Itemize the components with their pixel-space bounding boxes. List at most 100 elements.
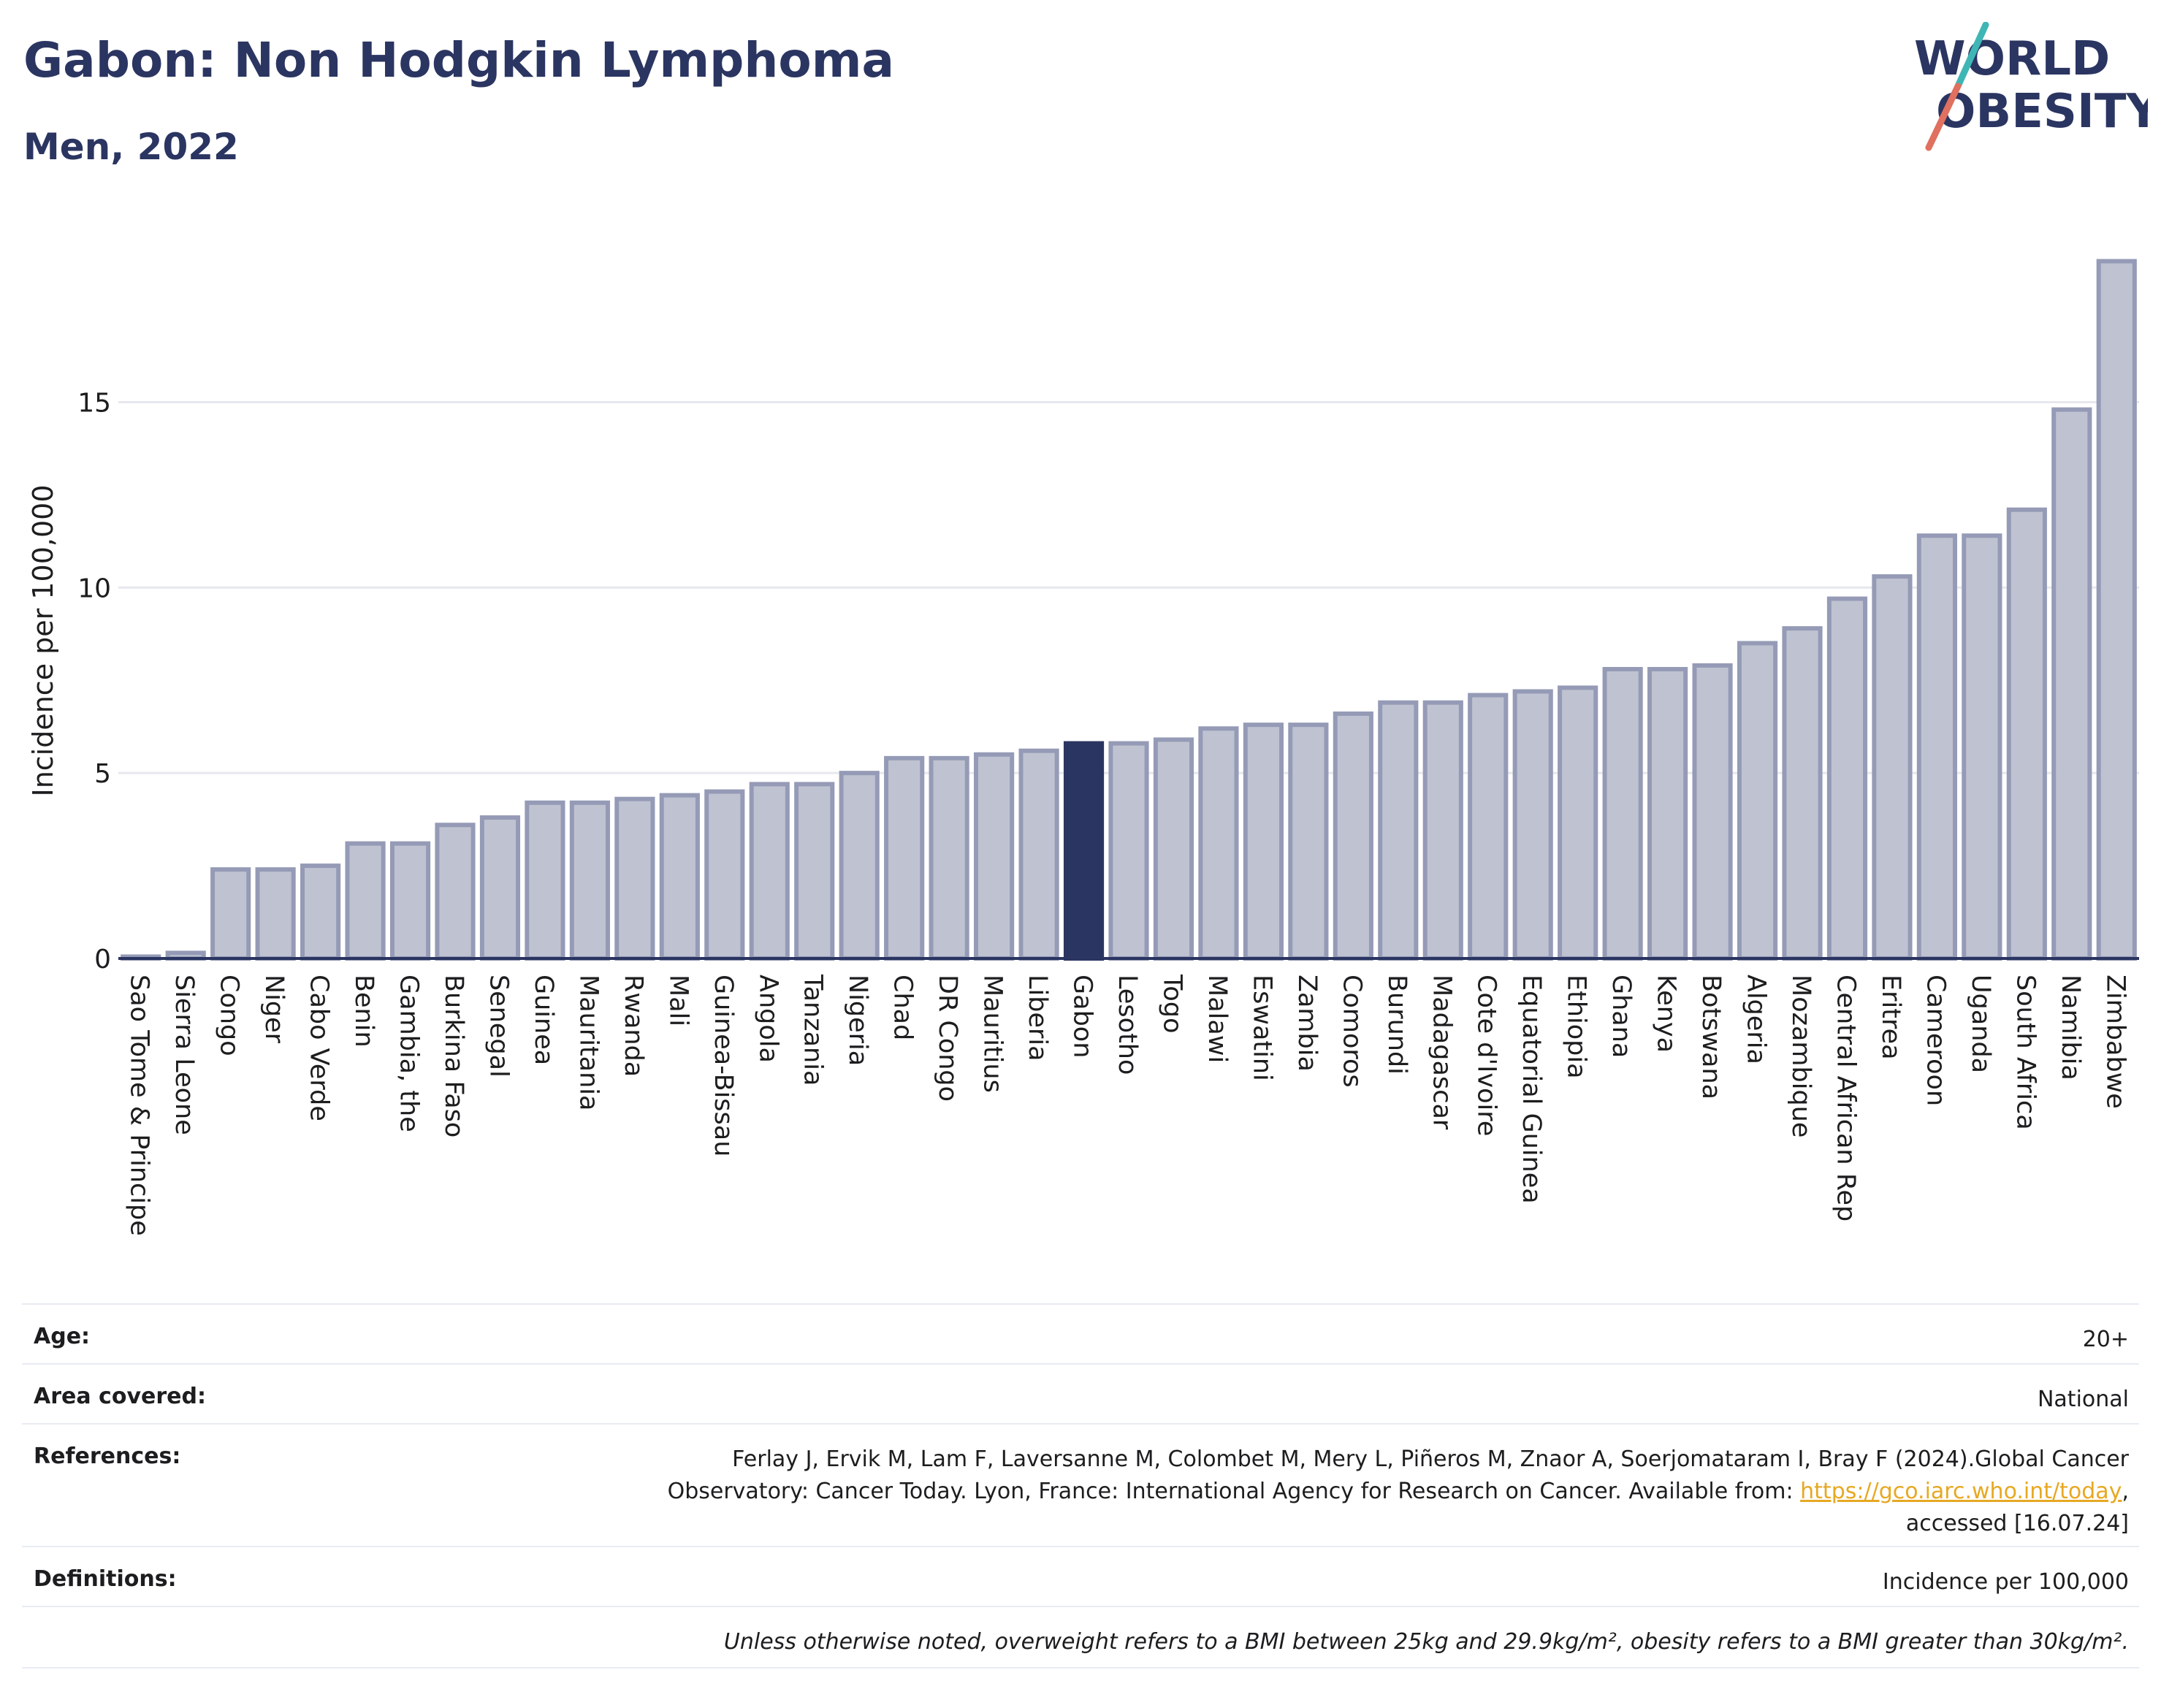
bar-central-african-rep xyxy=(1826,596,1868,961)
bar-eswatini xyxy=(1243,723,1284,961)
x-tick-label: Burkina Faso xyxy=(439,975,468,1137)
bar-mauritius xyxy=(974,752,1015,961)
y-tick-label: 10 xyxy=(77,573,111,603)
x-tick-label: Mauritania xyxy=(573,975,603,1110)
meta-row-note: Unless otherwise noted, overweight refer… xyxy=(22,1606,2139,1669)
x-tick-label: Equatorial Guinea xyxy=(1517,975,1546,1204)
x-tick-label: Guinea-Bissau xyxy=(709,975,738,1156)
reference-link[interactable]: https://gco.iarc.who.int/today xyxy=(1800,1479,2122,1504)
x-tick-label: Ghana xyxy=(1607,975,1636,1058)
x-tick-label: Namibia xyxy=(2056,975,2085,1080)
bar-congo xyxy=(210,867,251,961)
x-tick-label: Sao Tome & Principe xyxy=(125,975,154,1236)
bar-malawi xyxy=(1198,726,1239,961)
age-value: 20+ xyxy=(2082,1327,2129,1352)
x-tick-label: Rwanda xyxy=(619,975,648,1077)
x-axis-labels: Sao Tome & Principe Sierra Leone Congo Nige… xyxy=(125,974,2130,1236)
meta-row-references: References: Ferlay J, Ervik M, Lam F, La… xyxy=(22,1423,2139,1546)
bar-mauritania xyxy=(569,800,610,961)
x-tick-label: Kenya xyxy=(1652,975,1681,1053)
x-tick-label: Eswatini xyxy=(1247,975,1276,1081)
x-tick-label: Botswana xyxy=(1696,975,1726,1099)
x-tick-label: Cameroon xyxy=(1921,975,1950,1106)
bar-zimbabwe xyxy=(2096,259,2137,961)
x-tick-label: Zambia xyxy=(1292,975,1322,1072)
bar-tanzania xyxy=(794,782,835,961)
y-tick-label: 0 xyxy=(94,945,111,975)
x-tick-label: Mali xyxy=(663,975,693,1026)
area-value: National xyxy=(2037,1387,2129,1412)
x-tick-label: Zimbabwe xyxy=(2100,975,2130,1109)
meta-row-definitions: Definitions: Incidence per 100,000 xyxy=(22,1546,2139,1606)
bar-chad xyxy=(884,755,925,961)
x-tick-label: Comoros xyxy=(1337,975,1366,1088)
x-tick-label: Liberia xyxy=(1023,975,1052,1061)
bar-gabon xyxy=(1063,741,1105,961)
y-tick-label: 5 xyxy=(94,759,111,789)
bar-madagascar xyxy=(1422,700,1463,961)
meta-row-age: Age: 20+ xyxy=(22,1303,2139,1363)
bar-kenya xyxy=(1647,667,1688,961)
x-tick-label: Eritrea xyxy=(1876,975,1905,1060)
world-obesity-logo: WORLD OBESITY xyxy=(1914,22,2148,151)
bar-guinea xyxy=(525,800,565,961)
bar-togo xyxy=(1153,737,1194,961)
x-tick-label: Tanzania xyxy=(799,974,828,1086)
bar-benin xyxy=(345,841,386,961)
x-tick-label: Guinea xyxy=(529,975,558,1065)
x-tick-label: Chad xyxy=(888,975,918,1040)
x-tick-label: Central African Rep xyxy=(1831,975,1860,1221)
x-tick-label: Mauritius xyxy=(978,975,1007,1093)
age-label: Age: xyxy=(34,1324,91,1349)
x-tick-label: Senegal xyxy=(484,975,513,1078)
x-tick-label: Uganda xyxy=(1966,975,1995,1073)
x-tick-label: Gabon xyxy=(1068,975,1097,1058)
bar-botswana xyxy=(1692,663,1733,961)
bar-namibia xyxy=(2051,407,2092,961)
meta-bottom-rule xyxy=(22,1667,2139,1669)
x-tick-label: South Africa xyxy=(2011,975,2040,1130)
bar-cabo-verde xyxy=(300,863,341,961)
bar-rwanda xyxy=(614,796,655,961)
bar-liberia xyxy=(1018,748,1059,961)
definitions-label: Definitions: xyxy=(34,1566,177,1592)
bar-burundi xyxy=(1378,700,1419,961)
bar-guinea-bissau xyxy=(704,789,745,961)
bar-burkina-faso xyxy=(435,823,476,961)
bar-niger xyxy=(255,867,296,961)
x-tick-label: Malawi xyxy=(1203,975,1232,1063)
svg-text:WORLD: WORLD xyxy=(1914,32,2110,86)
bar-mozambique xyxy=(1782,626,1823,961)
bar-chart: 0 5 10 15 Sao Tome & Principe Sierra Leone Co… xyxy=(27,259,2139,1236)
y-axis-ticks: 0 5 10 15 xyxy=(77,388,111,975)
svg-text:OBESITY: OBESITY xyxy=(1936,85,2148,139)
definitions-value: Incidence per 100,000 xyxy=(1882,1569,2129,1595)
y-axis-label: Incidence per 100,000 xyxy=(27,484,59,796)
bmi-note: Unless otherwise noted, overweight refer… xyxy=(723,1629,2129,1655)
x-tick-label: Cabo Verde xyxy=(305,975,334,1121)
bar-uganda xyxy=(1962,533,2002,961)
bar-equatorial-guinea xyxy=(1512,689,1553,961)
chart-subtitle: Men, 2022 xyxy=(23,126,239,168)
x-tick-label: Niger xyxy=(259,975,289,1044)
x-tick-label: Sierra Leone xyxy=(169,975,199,1135)
x-tick-label: Angola xyxy=(753,975,782,1063)
bar-algeria xyxy=(1737,641,1778,961)
bar-zambia xyxy=(1288,723,1329,961)
bar-lesotho xyxy=(1108,741,1149,961)
bar-south-africa xyxy=(2006,507,2047,961)
x-tick-label: Lesotho xyxy=(1113,975,1142,1075)
bar-nigeria xyxy=(839,771,880,961)
references-value: Ferlay J, Ervik M, Lam F, Laversanne M, … xyxy=(667,1446,2129,1536)
x-tick-label: DR Congo xyxy=(933,975,962,1102)
meta-row-area: Area covered: National xyxy=(22,1363,2139,1423)
bar-ethiopia xyxy=(1558,685,1598,961)
bar-cameroon xyxy=(1916,533,1957,961)
references-label: References: xyxy=(34,1444,181,1469)
bar-comoros xyxy=(1333,711,1373,961)
x-tick-label: Nigeria xyxy=(843,975,872,1066)
x-tick-label: Madagascar xyxy=(1427,975,1456,1130)
chart-title: Gabon: Non Hodgkin Lymphoma xyxy=(23,32,894,88)
x-tick-label: Benin xyxy=(349,975,378,1048)
bar-gambia-the xyxy=(389,841,431,961)
